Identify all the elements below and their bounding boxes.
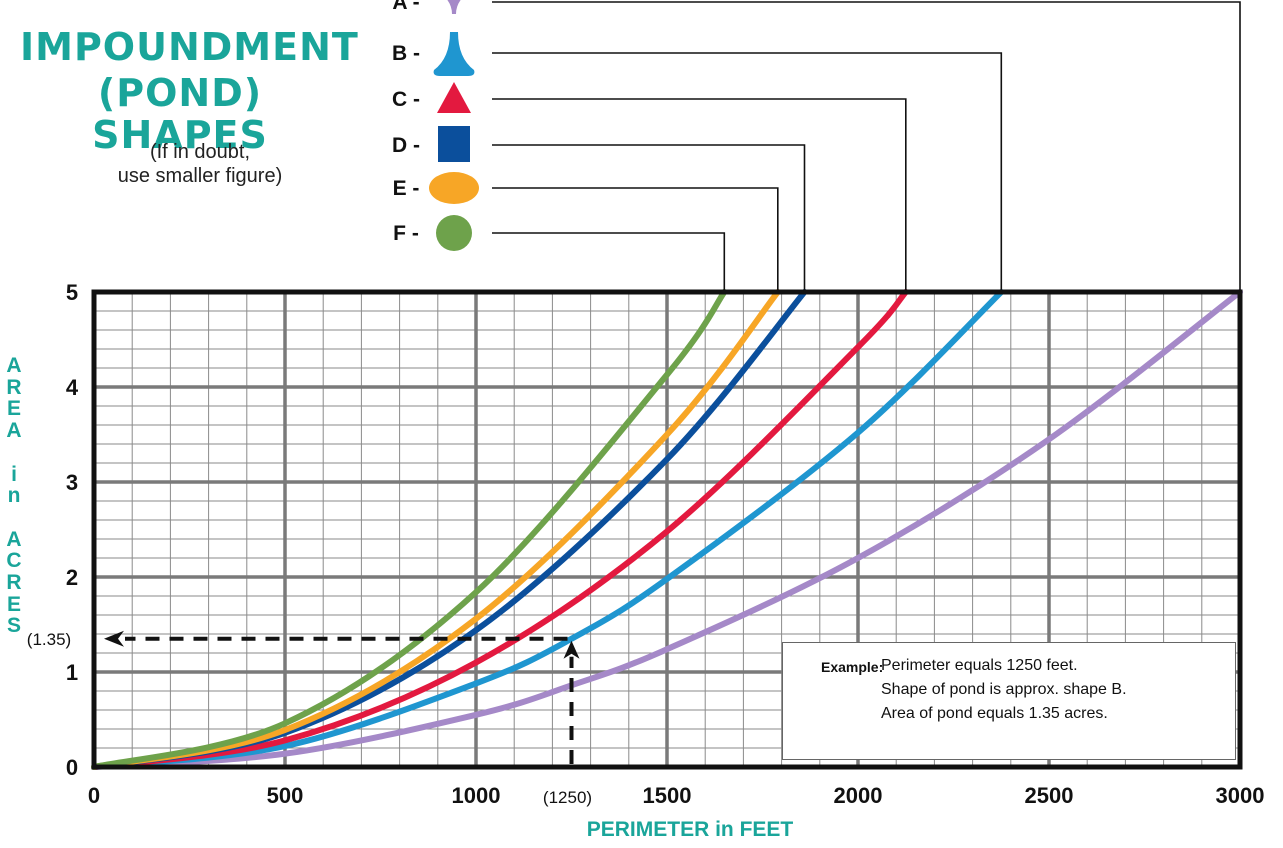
series-line-c: [91, 289, 909, 770]
y-tick-label: 4: [66, 375, 79, 400]
example-line1: Perimeter equals 1250 feet.: [881, 657, 1078, 674]
series-line-b: [91, 289, 1005, 770]
y-tick-label: 0: [66, 755, 78, 780]
annotation-x-label: (1250): [543, 788, 592, 807]
leader-line-e: [492, 187, 779, 292]
inverted-funnel-icon: [447, 0, 461, 14]
leader-line-d: [492, 144, 806, 292]
x-tick-label: 3000: [1216, 783, 1265, 808]
shape-label-e: E -: [393, 177, 420, 200]
x-axis-label: PERIMETER in FEET: [586, 818, 794, 841]
shape-label-a: A -: [392, 0, 419, 14]
series-line-f: [91, 289, 728, 770]
ellipse-icon: [429, 172, 479, 204]
leader-line-f: [492, 232, 726, 292]
x-tick-label: 1000: [452, 783, 501, 808]
y-tick-label: 1: [66, 660, 78, 685]
shape-label-d: D -: [392, 134, 420, 157]
square-icon: [438, 126, 470, 162]
x-tick-label: 2500: [1025, 783, 1074, 808]
shape-label-b: B -: [392, 42, 420, 65]
x-tick-label: 1500: [643, 783, 692, 808]
funnel-icon: [433, 32, 475, 76]
plot-frame: [91, 289, 1243, 770]
arrow-up-icon: [563, 640, 580, 659]
shape-label-c: C -: [392, 88, 420, 111]
leader-line-c: [492, 98, 907, 292]
leader-line-b: [492, 52, 1003, 292]
x-tick-label: 500: [267, 783, 304, 808]
arrow-left-icon: [104, 630, 124, 647]
x-tick-label: 2000: [834, 783, 883, 808]
annotation-y-label: (1.35): [27, 630, 71, 649]
x-tick-label: 0: [88, 783, 100, 808]
series-line-e: [91, 289, 781, 770]
series-line-a: [91, 289, 1243, 770]
shape-label-f: F -: [393, 222, 419, 245]
example-line2: Shape of pond is approx. shape B.: [881, 681, 1127, 698]
triangle-icon: [437, 82, 471, 113]
y-tick-label: 3: [66, 470, 78, 495]
circle-icon: [436, 215, 472, 251]
y-tick-label: 5: [66, 280, 78, 305]
chart-title-line1: IMPOUNDMENT: [20, 25, 359, 69]
example-box: Example: Perimeter equals 1250 feet. Sha…: [782, 642, 1236, 760]
note-line1: (If in doubt,: [149, 141, 251, 163]
y-axis-label: A R E A i n A C R E S: [6, 354, 22, 638]
chart-title-line2: (POND) SHAPES: [92, 71, 268, 157]
note-line2: use smaller figure): [117, 165, 283, 187]
y-tick-label: 2: [66, 565, 78, 590]
example-key: Example:: [821, 659, 884, 675]
leader-line-a: [492, 1, 1241, 292]
example-line3: Area of pond equals 1.35 acres.: [881, 705, 1108, 722]
